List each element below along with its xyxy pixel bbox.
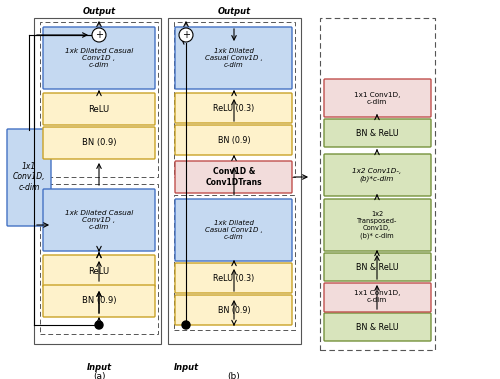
FancyBboxPatch shape xyxy=(43,27,155,89)
Text: BN & ReLU: BN & ReLU xyxy=(356,128,399,138)
Circle shape xyxy=(182,321,190,329)
Text: Input: Input xyxy=(174,363,199,373)
Text: 1xk Dilated Casual
Conv1D ,
c-dim: 1xk Dilated Casual Conv1D , c-dim xyxy=(65,48,133,68)
Text: +: + xyxy=(95,30,103,40)
Bar xyxy=(40,22,158,177)
Circle shape xyxy=(92,28,106,42)
Bar xyxy=(34,18,161,344)
FancyBboxPatch shape xyxy=(43,255,155,287)
Bar xyxy=(174,195,295,330)
Text: BN (0.9): BN (0.9) xyxy=(82,138,116,147)
Bar xyxy=(168,18,301,344)
FancyBboxPatch shape xyxy=(43,285,155,317)
Text: Output: Output xyxy=(218,6,250,16)
Text: 1xk Dilated Casual
Conv1D ,
c-dim: 1xk Dilated Casual Conv1D , c-dim xyxy=(65,210,133,230)
Text: ReLU (0.3): ReLU (0.3) xyxy=(214,274,254,282)
FancyBboxPatch shape xyxy=(175,27,292,89)
Bar xyxy=(320,18,435,350)
Text: +: + xyxy=(182,30,190,40)
Circle shape xyxy=(95,321,103,329)
Text: 1xk Dilated
Casual Conv1D ,
c-dim: 1xk Dilated Casual Conv1D , c-dim xyxy=(205,220,263,240)
FancyBboxPatch shape xyxy=(175,199,292,261)
Text: BN & ReLU: BN & ReLU xyxy=(356,323,399,332)
Text: Conv1D &
Conv1DTrans: Conv1D & Conv1DTrans xyxy=(206,167,262,187)
Text: BN (0.9): BN (0.9) xyxy=(218,305,250,315)
FancyBboxPatch shape xyxy=(324,283,431,312)
FancyBboxPatch shape xyxy=(324,79,431,117)
FancyBboxPatch shape xyxy=(43,93,155,125)
Text: BN (0.9): BN (0.9) xyxy=(82,296,116,305)
Text: 1xk Dilated
Casual Conv1D ,
c-dim: 1xk Dilated Casual Conv1D , c-dim xyxy=(205,48,263,68)
Text: 1x2 Conv1D-,
(b)*c-dim: 1x2 Conv1D-, (b)*c-dim xyxy=(352,168,402,182)
Text: Output: Output xyxy=(82,6,116,16)
Text: 1x1
Conv1D,
c-dim: 1x1 Conv1D, c-dim xyxy=(13,162,45,192)
Text: (a): (a) xyxy=(93,371,105,379)
Circle shape xyxy=(179,28,193,42)
FancyBboxPatch shape xyxy=(324,154,431,196)
FancyBboxPatch shape xyxy=(43,127,155,159)
Bar xyxy=(40,184,158,334)
Text: ReLU: ReLU xyxy=(88,105,110,113)
Text: 1x1 Conv1D,
c-dim: 1x1 Conv1D, c-dim xyxy=(354,290,400,304)
FancyBboxPatch shape xyxy=(175,263,292,293)
FancyBboxPatch shape xyxy=(324,119,431,147)
FancyBboxPatch shape xyxy=(175,295,292,325)
Text: BN & ReLU: BN & ReLU xyxy=(356,263,399,271)
Text: ReLU: ReLU xyxy=(88,266,110,276)
Text: 1x1 Conv1D,
c-dim: 1x1 Conv1D, c-dim xyxy=(354,91,400,105)
FancyBboxPatch shape xyxy=(175,161,292,193)
FancyBboxPatch shape xyxy=(324,313,431,341)
FancyBboxPatch shape xyxy=(324,199,431,251)
FancyBboxPatch shape xyxy=(324,253,431,281)
Text: Input: Input xyxy=(86,363,112,373)
FancyBboxPatch shape xyxy=(175,93,292,123)
Text: ReLU (0.3): ReLU (0.3) xyxy=(214,103,254,113)
FancyBboxPatch shape xyxy=(43,189,155,251)
Text: BN (0.9): BN (0.9) xyxy=(218,136,250,144)
Text: (b): (b) xyxy=(228,371,240,379)
Bar xyxy=(174,22,295,177)
Text: 1x2
Transposed-
Conv1D,
(b)* c-dim: 1x2 Transposed- Conv1D, (b)* c-dim xyxy=(357,211,397,239)
FancyBboxPatch shape xyxy=(7,129,51,226)
FancyBboxPatch shape xyxy=(175,125,292,155)
